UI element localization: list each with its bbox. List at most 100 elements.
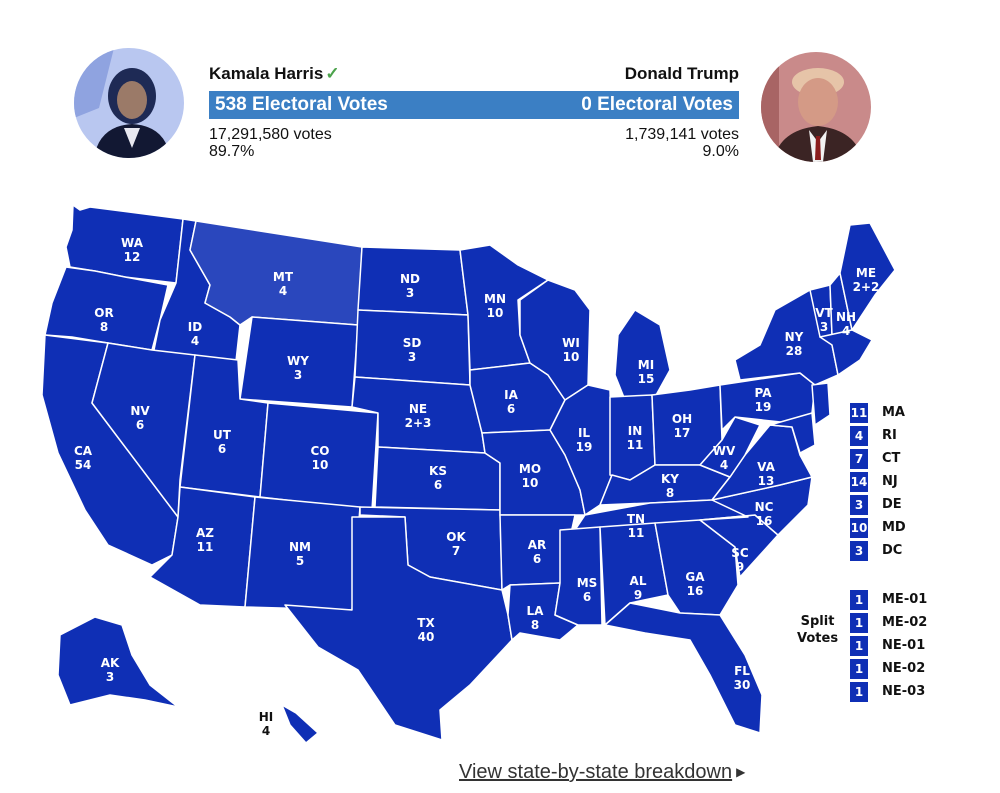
trump-name: Donald Trump	[624, 64, 739, 83]
state-ev: 6	[136, 418, 144, 432]
split-vote-district: ME-02	[882, 615, 928, 630]
state-ev: 11	[197, 540, 214, 554]
trump-portrait	[761, 52, 871, 162]
trump-popular-votes: 1,739,141 votes	[625, 126, 739, 143]
split-votes-line2: Votes	[797, 631, 839, 646]
state-NV[interactable]	[91, 342, 196, 518]
small-state-ev: 3	[850, 495, 868, 515]
state-ev: 30	[734, 678, 751, 692]
trump-percent: 9.0%	[702, 143, 739, 160]
state-ev: 16	[756, 514, 773, 528]
state-abbr: WY	[287, 354, 309, 368]
trump-vote-totals: 1,739,141 votes 9.0%	[625, 126, 739, 160]
state-ev: 4	[279, 284, 287, 298]
split-vote-ev: 1	[850, 682, 868, 702]
harris-name: Kamala Harris ✓	[209, 64, 340, 83]
harris-portrait	[74, 48, 184, 158]
state-FL[interactable]	[604, 602, 763, 734]
state-ev: 6	[583, 590, 591, 604]
state-ev: 3	[820, 320, 828, 334]
state-abbr: MS	[577, 576, 598, 590]
state-TX[interactable]	[284, 516, 513, 741]
state-MN[interactable]	[459, 244, 549, 371]
state-abbr: IL	[578, 426, 590, 440]
state-abbr: CO	[310, 444, 329, 458]
state-ev: 2+2	[853, 280, 880, 294]
state-ev: 12	[124, 250, 141, 264]
state-abbr: GA	[685, 570, 705, 584]
state-breakdown-link-text: View state-by-state breakdown	[459, 761, 733, 783]
small-state-abbr: DC	[882, 543, 903, 558]
state-ev: 2+3	[405, 416, 432, 430]
state-ev: 6	[434, 478, 442, 492]
state-AL[interactable]	[599, 522, 669, 626]
state-abbr: LA	[527, 604, 545, 618]
state-ev: 40	[418, 630, 435, 644]
state-ev: 3	[406, 286, 414, 300]
state-ev: 19	[755, 400, 772, 414]
state-ev: 28	[786, 344, 803, 358]
state-ev: 3	[408, 350, 416, 364]
state-HI[interactable]	[281, 704, 319, 744]
state-AK[interactable]	[57, 616, 179, 708]
state-abbr: SD	[403, 336, 422, 350]
state-DE-MD[interactable]	[769, 412, 816, 454]
state-abbr: AL	[630, 574, 647, 588]
state-MA-CT-RI[interactable]	[819, 329, 873, 376]
split-vote-ev: 1	[850, 636, 868, 656]
state-abbr: SC	[731, 546, 749, 560]
split-vote-ev: 1	[850, 613, 868, 633]
split-vote-district: NE-01	[882, 638, 926, 653]
state-abbr: WV	[713, 444, 736, 458]
state-abbr: WA	[121, 236, 144, 250]
state-abbr: IN	[628, 424, 643, 438]
small-state-abbr: DE	[882, 497, 902, 512]
state-abbr: VT	[815, 306, 833, 320]
state-abbr: KS	[429, 464, 447, 478]
harris-electoral-votes: 538 Electoral Votes	[215, 94, 388, 115]
split-vote-district: NE-02	[882, 661, 926, 676]
state-abbr: NV	[130, 404, 150, 418]
state-ev: 19	[576, 440, 593, 454]
state-abbr: CA	[74, 444, 93, 458]
state-abbr: ND	[400, 272, 420, 286]
state-ev: 10	[563, 350, 580, 364]
state-breakdown-link[interactable]: View state-by-state breakdown ▶	[459, 761, 745, 784]
split-vote-ev: 1	[850, 659, 868, 679]
state-ev: 4	[720, 458, 728, 472]
state-abbr: VA	[757, 460, 775, 474]
split-vote-district: ME-01	[882, 592, 928, 607]
state-ev: 3	[106, 670, 114, 684]
state-abbr: UT	[213, 428, 232, 442]
state-abbr: ME	[856, 266, 876, 280]
state-ev: 6	[533, 552, 541, 566]
state-ev: 8	[100, 320, 108, 334]
small-state-ev: 14	[850, 472, 868, 492]
small-state-abbr: MD	[882, 520, 906, 535]
small-state-ev: 10	[850, 518, 868, 538]
state-ev: 4	[842, 324, 850, 338]
trump-electoral-votes: 0 Electoral Votes	[581, 94, 733, 115]
state-ev: 6	[218, 442, 226, 456]
state-WV[interactable]	[699, 416, 761, 478]
state-abbr: NC	[755, 500, 774, 514]
state-abbr: NE	[409, 402, 427, 416]
state-abbr: HI	[259, 710, 274, 724]
state-abbr: OR	[94, 306, 113, 320]
harris-vote-totals: 17,291,580 votes 89.7%	[209, 126, 332, 160]
state-abbr: OK	[446, 530, 466, 544]
state-MI[interactable]	[614, 309, 671, 401]
harris-popular-votes: 17,291,580 votes	[209, 126, 332, 143]
state-ev: 10	[312, 458, 329, 472]
split-votes-label: Split Votes	[797, 613, 838, 647]
state-NJ[interactable]	[811, 382, 831, 426]
state-ev: 4	[262, 724, 270, 738]
state-abbr: WI	[562, 336, 580, 350]
state-ev: 17	[674, 426, 691, 440]
state-VA[interactable]	[711, 424, 813, 501]
state-abbr: NY	[785, 330, 804, 344]
state-abbr: MT	[273, 270, 294, 284]
state-IL[interactable]	[549, 384, 613, 516]
